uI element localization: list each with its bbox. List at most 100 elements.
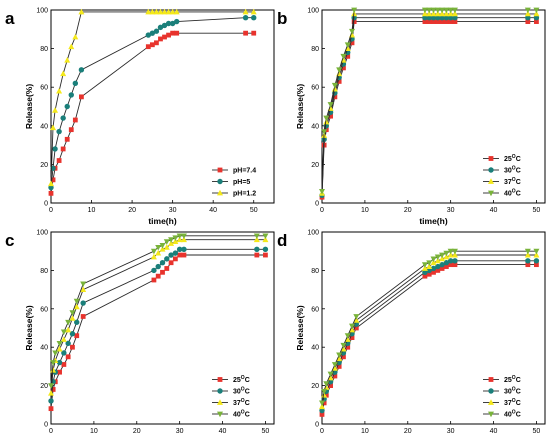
data-point	[157, 8, 164, 15]
data-point	[80, 286, 87, 292]
data-point	[426, 271, 432, 277]
data-point	[48, 180, 54, 187]
data-point	[242, 15, 249, 21]
data-point	[56, 359, 63, 366]
data-point	[451, 251, 458, 258]
data-point	[153, 8, 160, 15]
panel-a: 0 10 20 30 40 50 0 20 40 60 80 100 time(h) Release(%)…	[5, 8, 275, 226]
legend-marker	[488, 388, 494, 394]
data-point	[435, 15, 441, 21]
data-point	[160, 269, 165, 275]
data-point	[48, 383, 54, 389]
legend-marker	[217, 388, 223, 394]
x-tick-label: 20	[404, 207, 412, 214]
data-point	[56, 87, 63, 94]
data-point	[524, 10, 531, 17]
data-point	[251, 30, 257, 36]
data-point	[254, 246, 260, 252]
x-tick-label: 40	[490, 428, 498, 434]
x-axis-label: time(h)	[419, 216, 448, 226]
data-point	[351, 7, 358, 14]
data-point	[242, 8, 249, 15]
data-point	[533, 248, 540, 255]
panel-label: a	[5, 9, 15, 28]
data-point	[524, 251, 531, 258]
data-point	[48, 390, 54, 396]
data-point	[172, 256, 178, 262]
data-point	[151, 267, 157, 274]
legend-marker	[217, 411, 223, 418]
plot-frame	[50, 9, 275, 204]
panel-b: 0 10 20 30 40 50 0 20 40 60 80 100 time(h) Release(%)…	[277, 7, 546, 226]
data-point	[79, 94, 84, 100]
legend-label: 40OC	[233, 410, 250, 419]
data-point	[181, 246, 187, 252]
data-point	[80, 281, 87, 288]
data-point	[426, 263, 433, 269]
data-point	[155, 244, 162, 251]
data-point	[321, 388, 328, 395]
x-axis-label: time(h)	[148, 216, 177, 226]
data-point	[332, 94, 338, 100]
legend-label: pH=1.2	[233, 191, 256, 198]
y-tick-label: 0	[44, 201, 48, 208]
y-tick-label: 20	[311, 383, 319, 390]
data-point	[431, 19, 436, 24]
data-point	[435, 268, 441, 273]
x-tick-label: 10	[90, 428, 98, 434]
data-point	[60, 336, 67, 342]
data-point	[166, 32, 171, 38]
x-tick-label: 10	[361, 207, 369, 214]
data-point	[336, 364, 342, 369]
legend-label: 40OC	[504, 410, 521, 419]
data-point	[253, 236, 260, 243]
data-point	[340, 53, 347, 60]
data-point	[69, 331, 76, 337]
data-point	[158, 36, 163, 42]
data-point	[262, 246, 269, 252]
data-point	[56, 345, 63, 352]
data-point	[243, 30, 249, 36]
data-point	[349, 28, 356, 35]
data-point	[61, 362, 67, 367]
data-point	[64, 136, 70, 142]
data-point	[72, 33, 79, 40]
data-point	[319, 412, 325, 417]
data-point	[323, 381, 330, 387]
data-point	[327, 374, 334, 381]
legend-marker	[217, 167, 223, 173]
data-point	[168, 252, 174, 258]
data-point	[80, 300, 86, 306]
x-tick-label: 0	[320, 428, 324, 434]
x-tick-label: 20	[128, 207, 136, 214]
data-point	[426, 10, 433, 17]
data-point	[331, 362, 338, 368]
panel-label: d	[277, 231, 287, 250]
data-point	[336, 352, 343, 359]
data-point	[164, 266, 170, 271]
y-tick-label: 60	[40, 306, 48, 313]
data-point	[153, 28, 160, 34]
y-tick-label: 80	[311, 268, 319, 275]
data-point	[168, 260, 174, 266]
data-point	[341, 65, 346, 71]
data-point	[443, 250, 450, 257]
data-point	[149, 30, 156, 36]
x-tick-label: 50	[262, 428, 270, 434]
data-point	[170, 30, 176, 36]
data-point	[172, 235, 179, 241]
data-point	[448, 19, 454, 24]
data-point	[172, 250, 179, 256]
data-point	[78, 8, 85, 15]
data-point	[443, 7, 450, 14]
data-point	[533, 251, 540, 258]
data-point	[172, 238, 179, 244]
y-axis-label: Release(%)	[295, 84, 305, 130]
legend-marker	[488, 167, 494, 173]
data-point	[422, 273, 428, 279]
data-point	[533, 10, 540, 17]
data-point	[161, 8, 168, 15]
data-point	[50, 367, 57, 373]
data-point	[57, 369, 62, 375]
data-point	[61, 350, 67, 356]
